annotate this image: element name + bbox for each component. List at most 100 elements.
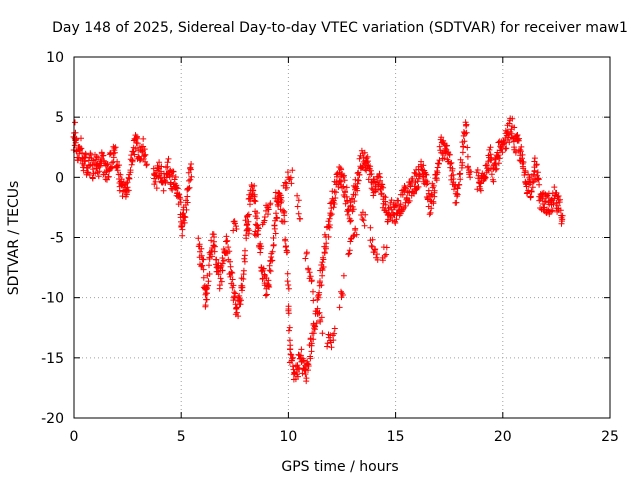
- data-point: [259, 276, 266, 282]
- data-point: [392, 220, 399, 226]
- data-point: [503, 145, 510, 152]
- data-point: [527, 180, 534, 186]
- data-point: [397, 201, 404, 208]
- data-point: [326, 224, 333, 231]
- data-point: [188, 173, 195, 180]
- data-point: [305, 363, 312, 369]
- data-point: [426, 211, 433, 218]
- data-point: [459, 149, 466, 156]
- data-point: [254, 222, 261, 229]
- data-point: [531, 155, 538, 162]
- data-point: [111, 147, 118, 154]
- data-point: [267, 200, 274, 207]
- data-point: [163, 174, 170, 181]
- data-point: [232, 220, 238, 227]
- data-point: [294, 192, 301, 199]
- data-point: [254, 215, 260, 222]
- data-point: [181, 213, 188, 220]
- data-point: [230, 227, 237, 234]
- data-point: [71, 142, 78, 149]
- data-point: [318, 282, 325, 289]
- data-point: [215, 271, 222, 278]
- data-point: [415, 183, 422, 190]
- data-point: [310, 330, 317, 337]
- data-point: [319, 272, 326, 279]
- data-point: [399, 191, 406, 198]
- data-point: [520, 159, 527, 166]
- data-point: [141, 146, 148, 153]
- axis-ticks: 0 5 10 15 20 25 -20 -15 -10 -5 0 5 10: [41, 50, 619, 445]
- data-point: [114, 158, 121, 165]
- data-point: [336, 304, 343, 311]
- data-point: [284, 249, 291, 256]
- data-point: [287, 342, 294, 349]
- data-point: [463, 129, 470, 136]
- data-point: [527, 194, 534, 201]
- data-point: [281, 218, 288, 225]
- data-point: [261, 214, 268, 220]
- data-point: [188, 161, 195, 167]
- data-point: [140, 135, 147, 142]
- data-point: [162, 178, 169, 185]
- data-point: [378, 190, 385, 197]
- data-point: [528, 188, 535, 195]
- data-point: [177, 199, 184, 206]
- data-point: [356, 171, 363, 178]
- data-point: [354, 177, 361, 183]
- data-point: [224, 237, 231, 244]
- data-point: [234, 304, 240, 311]
- data-point: [269, 248, 276, 255]
- data-point: [474, 167, 481, 173]
- data-point: [333, 189, 339, 196]
- data-point: [536, 181, 543, 188]
- data-point: [211, 243, 218, 250]
- data-point: [352, 227, 359, 233]
- data-point: [343, 184, 350, 191]
- data-point: [285, 285, 292, 292]
- data-point: [131, 151, 138, 158]
- data-point: [231, 293, 238, 300]
- data-point: [330, 337, 337, 344]
- data-point: [441, 155, 448, 162]
- data-point: [295, 210, 302, 217]
- data-point: [80, 167, 87, 174]
- data-point: [364, 159, 370, 166]
- data-point: [492, 166, 499, 173]
- data-point: [308, 340, 315, 347]
- data-point: [186, 184, 193, 191]
- data-point: [464, 144, 471, 151]
- data-point: [263, 207, 269, 214]
- data-point: [340, 173, 347, 180]
- data-point: [411, 190, 417, 197]
- data-point: [424, 180, 431, 187]
- data-points: [70, 115, 566, 385]
- data-point: [263, 291, 270, 298]
- data-point: [282, 236, 289, 243]
- data-point: [420, 162, 427, 169]
- data-point: [184, 193, 191, 200]
- data-point: [402, 184, 409, 191]
- y-tick-label: -5: [50, 231, 64, 247]
- y-tick-label: 5: [55, 110, 64, 126]
- data-point: [345, 251, 352, 258]
- data-point: [227, 263, 234, 270]
- data-point: [328, 344, 335, 351]
- data-point: [141, 152, 148, 159]
- data-point: [255, 225, 262, 232]
- data-point: [515, 137, 522, 144]
- data-point: [114, 167, 121, 174]
- data-point: [102, 171, 109, 178]
- data-point: [238, 297, 244, 304]
- data-point: [423, 181, 430, 188]
- data-point: [428, 205, 435, 212]
- data-point: [209, 253, 215, 260]
- data-point: [182, 214, 189, 221]
- data-point: [393, 216, 400, 223]
- data-point: [205, 278, 212, 285]
- data-point: [239, 282, 246, 289]
- x-tick-label: 20: [494, 429, 512, 445]
- data-point: [176, 191, 183, 198]
- data-point: [78, 145, 85, 152]
- data-point: [236, 295, 243, 302]
